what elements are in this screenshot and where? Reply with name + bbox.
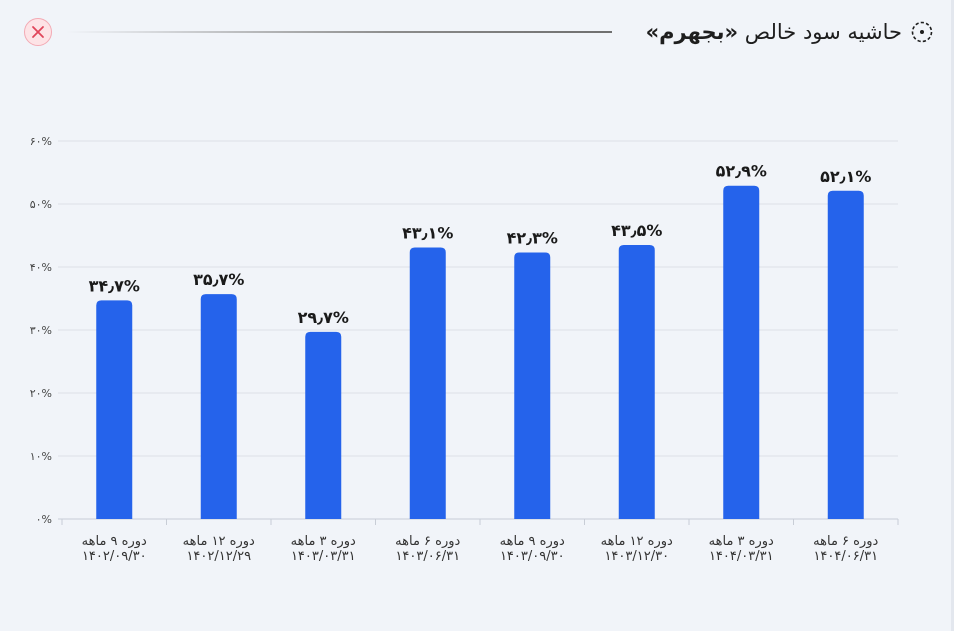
y-tick-label: ۶۰% xyxy=(30,135,52,148)
bar xyxy=(514,252,551,519)
x-tick-label-period: دوره ۱۲ ماهه xyxy=(183,534,255,549)
x-tick-label-date: ۱۴۰۲/۰۹/۳۰ xyxy=(82,549,147,564)
y-tick-label: ۳۰% xyxy=(30,324,52,337)
bar xyxy=(305,331,342,519)
bar xyxy=(827,190,864,519)
x-tick-label-date: ۱۴۰۳/۰۶/۳۱ xyxy=(395,549,460,564)
x-tick-label-period: دوره ۳ ماهه xyxy=(709,534,774,549)
close-button[interactable] xyxy=(24,18,52,46)
panel-edge xyxy=(951,0,954,631)
x-tick-label-period: دوره ۶ ماهه xyxy=(395,534,460,549)
data-label: ۲۹٫۷% xyxy=(298,308,349,327)
x-tick-label-period: دوره ۹ ماهه xyxy=(82,534,147,549)
x-tick-label-period: دوره ۹ ماهه xyxy=(500,534,565,549)
chart-title: حاشیه سود خالص «بجهرم» xyxy=(646,20,902,44)
chart-header: حاشیه سود خالص «بجهرم» xyxy=(646,14,934,50)
x-tick-label-date: ۱۴۰۴/۰۶/۳۱ xyxy=(813,549,878,564)
chart-title-symbol: «بجهرم» xyxy=(645,20,739,44)
close-icon xyxy=(32,26,44,38)
data-label: ۴۲٫۳% xyxy=(507,229,558,248)
y-tick-label: ۴۰% xyxy=(30,261,52,274)
data-label: ۳۴٫۷% xyxy=(89,276,140,295)
bar xyxy=(409,247,446,519)
x-tick-label-date: ۱۴۰۲/۱۲/۲۹ xyxy=(186,549,251,564)
bar xyxy=(96,300,133,519)
x-tick-label-date: ۱۴۰۳/۰۹/۳۰ xyxy=(500,549,565,564)
y-tick-label: ۲۰% xyxy=(30,387,52,400)
y-tick-label: ۱۰% xyxy=(30,450,52,463)
y-tick-label: ۵۰% xyxy=(30,198,52,211)
x-tick-label-period: دوره ۳ ماهه xyxy=(291,534,356,549)
title-divider xyxy=(66,31,612,33)
data-label: ۴۳٫۱% xyxy=(402,223,453,242)
x-tick-label-date: ۱۴۰۴/۰۳/۳۱ xyxy=(709,549,774,564)
y-tick-label: ۰% xyxy=(36,513,52,526)
data-label: ۵۲٫۱% xyxy=(820,167,871,186)
data-label: ۵۲٫۹% xyxy=(716,162,767,181)
bar xyxy=(723,185,760,520)
data-label: ۳۵٫۷% xyxy=(193,270,244,289)
circle-dots-icon xyxy=(911,21,933,43)
chart-title-prefix: حاشیه سود خالص xyxy=(744,20,902,44)
x-tick-label-date: ۱۴۰۳/۰۳/۳۱ xyxy=(291,549,356,564)
data-label: ۴۳٫۵% xyxy=(611,221,662,240)
x-tick-label-period: دوره ۶ ماهه xyxy=(813,534,878,549)
bar xyxy=(618,244,655,519)
x-tick-label-period: دوره ۱۲ ماهه xyxy=(601,534,673,549)
bar xyxy=(200,294,237,519)
x-tick-label-date: ۱۴۰۳/۱۲/۳۰ xyxy=(604,549,669,564)
